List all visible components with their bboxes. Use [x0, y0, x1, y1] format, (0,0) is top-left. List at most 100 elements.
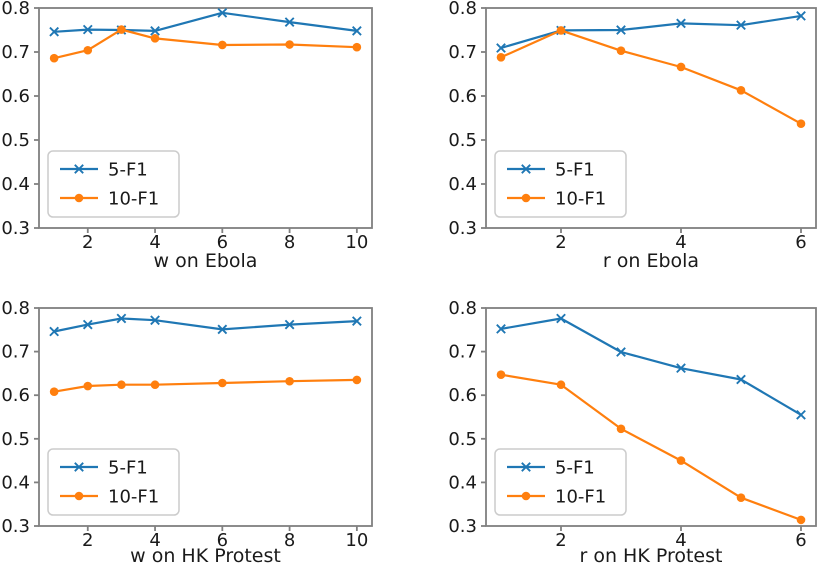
- series-marker-10-F1: [285, 376, 294, 386]
- series-marker-10-F1: [676, 62, 686, 72]
- legend-sample-marker: [74, 491, 84, 501]
- y-tick-label: 0.5: [1, 429, 30, 450]
- series-marker-5-F1: [796, 11, 806, 21]
- x-tick-label: 8: [284, 232, 295, 253]
- legend: 5-F1 10-F1: [47, 448, 180, 516]
- axes-spines: [38, 7, 373, 229]
- series-marker-10-F1: [676, 456, 686, 465]
- legend-sample-marker: [74, 462, 84, 472]
- legend-label: 5-F1: [555, 160, 595, 181]
- legend-sample-marker: [521, 491, 531, 501]
- x-tick-label: 6: [217, 530, 228, 551]
- y-tick-label: 0.6: [448, 385, 477, 406]
- y-tick-label: 0.5: [448, 130, 477, 151]
- x-tick-label: 8: [284, 530, 295, 551]
- series-marker-5-F1: [284, 319, 295, 330]
- legend-sample-marker: [74, 164, 84, 174]
- x-tick-label: 2: [555, 530, 566, 551]
- series-marker-10-F1: [616, 424, 626, 434]
- axes-spines: [485, 7, 817, 229]
- axes-spines: [38, 307, 373, 527]
- x-tick-label: 4: [149, 232, 160, 253]
- x-tick-label: 4: [675, 530, 686, 551]
- series-marker-5-F1: [351, 316, 362, 326]
- series-line-10-F1: [500, 373, 802, 521]
- series-line-5-F1: [500, 317, 802, 416]
- series-marker-5-F1: [556, 313, 566, 324]
- series-marker-10-F1: [796, 515, 806, 525]
- series-marker-5-F1: [676, 363, 686, 374]
- x-tick-label: 2: [82, 530, 93, 551]
- x-tick-label: 10: [345, 530, 368, 551]
- legend: 5-F1 10-F1: [494, 448, 627, 516]
- series-line-5-F1: [54, 11, 358, 33]
- y-tick-label: 0.7: [1, 42, 30, 63]
- y-tick-label: 0.3: [1, 516, 30, 537]
- series-marker-10-F1: [352, 42, 362, 52]
- x-axis-label: r on HK Protest: [580, 545, 723, 567]
- series-marker-5-F1: [676, 18, 686, 29]
- y-tick-label: 0.6: [448, 86, 477, 107]
- legend-label: 10-F1: [555, 487, 606, 508]
- series-marker-10-F1: [616, 46, 626, 55]
- series-marker-5-F1: [496, 43, 506, 53]
- series-line-10-F1: [53, 28, 357, 60]
- series-marker-10-F1: [117, 25, 126, 34]
- series-marker-10-F1: [83, 45, 93, 55]
- series-line-5-F1: [53, 317, 357, 333]
- chart-r-ebola: 0.3 0.4 0.5 0.6 0.7 0.8 2 4 6 r on Ebola 5-F1 10-F1: [448, 0, 817, 272]
- legend-sample-marker: [521, 462, 531, 472]
- y-tick-label: 0.5: [1, 130, 30, 151]
- x-axis-label: w on Ebola: [154, 250, 258, 272]
- legend-label: 10-F1: [108, 487, 159, 508]
- y-tick-label: 0.8: [448, 0, 477, 19]
- legend: 5-F1 10-F1: [47, 150, 180, 218]
- y-tick-label: 0.4: [448, 174, 477, 195]
- series-marker-10-F1: [496, 370, 506, 380]
- series-marker-10-F1: [83, 381, 93, 391]
- series-marker-10-F1: [150, 34, 160, 43]
- y-tick-label: 0.4: [448, 472, 477, 493]
- x-tick-label: 10: [345, 232, 368, 253]
- legend-label: 5-F1: [555, 458, 595, 479]
- legend-label: 5-F1: [108, 458, 148, 479]
- x-tick-label: 2: [555, 232, 566, 253]
- series-marker-10-F1: [556, 380, 566, 390]
- series-marker-10-F1: [796, 119, 806, 129]
- series-marker-5-F1: [616, 25, 626, 35]
- series-marker-10-F1: [285, 40, 294, 49]
- y-tick-label: 0.7: [448, 42, 477, 63]
- series-marker-5-F1: [49, 326, 60, 337]
- y-tick-label: 0.3: [448, 516, 477, 537]
- series-marker-5-F1: [284, 17, 295, 27]
- y-tick-label: 0.8: [1, 0, 30, 19]
- chart-r-hk-protest: 0.3 0.4 0.5 0.6 0.7 0.8 2 4 6 r on HK Protest 5-F1…: [448, 298, 817, 567]
- legend: 5-F1 10-F1: [494, 150, 627, 218]
- y-tick-label: 0.3: [448, 218, 477, 239]
- series-marker-5-F1: [496, 324, 506, 334]
- y-tick-label: 0.8: [1, 298, 30, 319]
- series-marker-5-F1: [217, 324, 228, 335]
- y-tick-label: 0.7: [1, 342, 30, 363]
- series-marker-10-F1: [556, 26, 566, 35]
- chart-w-ebola: 0.3 0.4 0.5 0.6 0.7 0.8 2 4 6 8 10 w on Ebola 5-F1 10…: [1, 0, 373, 272]
- axes-spines: [485, 307, 817, 527]
- x-tick-label: 2: [82, 232, 93, 253]
- series-marker-5-F1: [150, 26, 160, 36]
- y-tick-label: 0.4: [1, 472, 30, 493]
- x-tick-label: 4: [149, 530, 160, 551]
- x-axis-label: w on HK Protest: [130, 545, 281, 567]
- series-marker-10-F1: [496, 52, 506, 62]
- series-marker-5-F1: [82, 24, 93, 35]
- legend-sample-marker: [521, 164, 531, 174]
- series-marker-10-F1: [352, 375, 362, 385]
- y-tick-label: 0.8: [448, 298, 477, 319]
- series-marker-10-F1: [218, 378, 227, 388]
- series-line-10-F1: [500, 29, 802, 125]
- chart-w-hk-protest: 0.3 0.4 0.5 0.6 0.7 0.8 2 4 6 8 10 w on HK Protest 5…: [1, 298, 373, 567]
- legend-sample-marker: [74, 193, 84, 203]
- series-marker-5-F1: [736, 20, 746, 31]
- series-marker-5-F1: [150, 315, 160, 326]
